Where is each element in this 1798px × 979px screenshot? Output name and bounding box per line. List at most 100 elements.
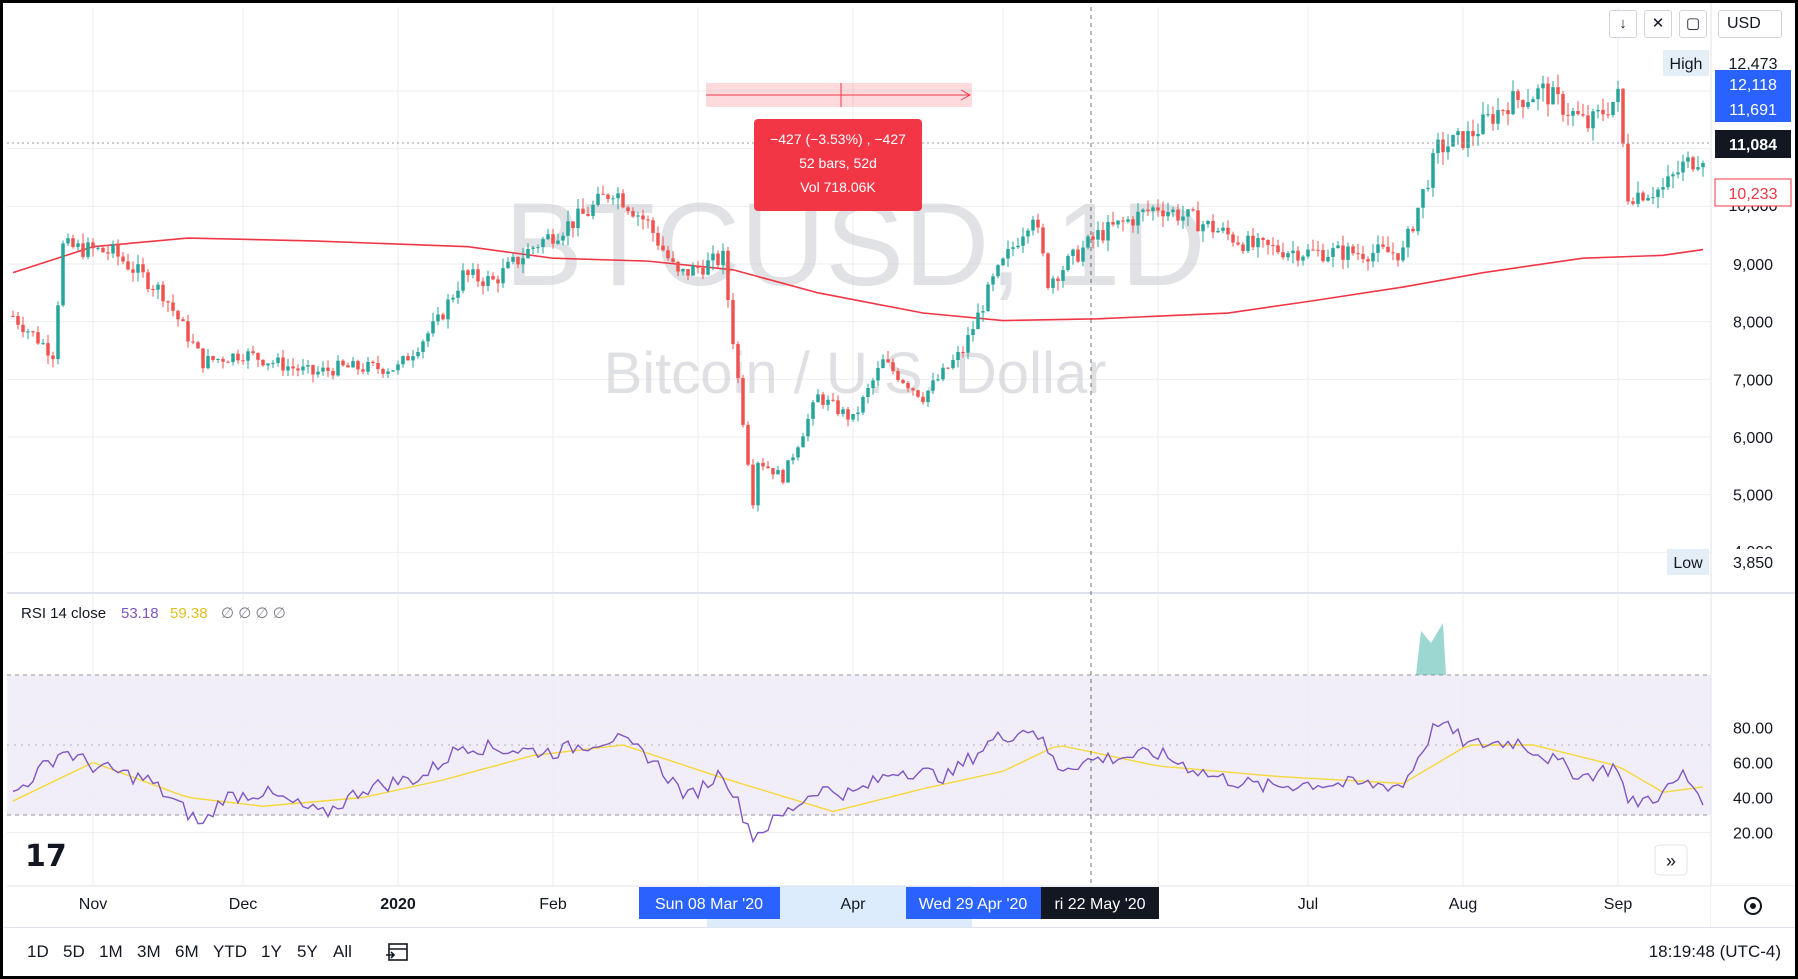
candle-body — [701, 267, 705, 275]
candle-body — [726, 250, 730, 301]
candle-body — [1396, 253, 1400, 261]
range-5d[interactable]: 5D — [63, 942, 85, 961]
candle-body — [1691, 157, 1695, 170]
rsi-line — [12, 720, 1704, 844]
candle-body — [1646, 197, 1650, 201]
candle-body — [296, 368, 300, 371]
candle-body — [26, 331, 30, 333]
candle-body — [1551, 87, 1555, 105]
candle-body — [476, 269, 480, 282]
candle-body — [741, 378, 745, 425]
candle-body — [1006, 248, 1010, 259]
time-badge-start — [639, 887, 780, 919]
candle-body — [1591, 111, 1595, 129]
candle-body — [126, 261, 130, 270]
range-3m[interactable]: 3M — [137, 942, 161, 961]
candle-body — [516, 256, 520, 265]
candle-body — [1286, 253, 1290, 258]
range-1d[interactable]: 1D — [27, 942, 49, 961]
candle-body — [1476, 133, 1480, 137]
candle-body — [266, 363, 270, 366]
candle-body — [501, 268, 505, 284]
candle-body — [1571, 111, 1575, 116]
measure-line-3: Vol 718.06K — [800, 179, 876, 195]
candle-body — [531, 247, 535, 249]
price-axis-ticks: 9,000 8,000 7,000 6,000 5,000 — [1733, 257, 1773, 505]
candle-body — [231, 353, 235, 363]
measure-tooltip: −427 (−3.53%) , −427 52 bars, 52d Vol 71… — [754, 119, 922, 211]
candle-body — [811, 402, 815, 419]
candle-body — [1471, 131, 1475, 137]
candle-body — [146, 272, 150, 290]
candle-body — [891, 362, 895, 372]
candle-body — [691, 265, 695, 276]
candle-body — [1066, 256, 1070, 271]
candle-body — [956, 351, 960, 361]
candle-body — [1186, 209, 1190, 217]
candle-body — [381, 369, 385, 374]
candle-body — [336, 360, 340, 376]
candle-body — [786, 460, 790, 483]
date-range-icon[interactable] — [385, 940, 411, 964]
candle-body — [1486, 114, 1490, 116]
high-label: High — [1670, 56, 1703, 73]
candle-body — [216, 358, 220, 360]
candle-body — [1211, 220, 1215, 233]
range-1m[interactable]: 1M — [99, 942, 123, 961]
close-button[interactable]: ✕ — [1644, 10, 1672, 38]
candle-body — [1511, 91, 1515, 115]
candle-body — [1386, 246, 1390, 253]
candle-body — [186, 321, 190, 342]
range-all[interactable]: All — [333, 942, 352, 961]
candle-body — [1356, 253, 1360, 255]
range-1y[interactable]: 1Y — [261, 942, 282, 961]
candle-body — [86, 242, 90, 257]
candle-body — [1126, 219, 1130, 222]
candle-body — [1341, 245, 1345, 260]
scroll-right-button[interactable] — [1654, 844, 1688, 876]
candle-body — [566, 221, 570, 236]
candle-body — [721, 250, 725, 266]
settings-gear-icon[interactable] — [1744, 897, 1762, 915]
candle-body — [361, 369, 365, 372]
rsi-legend-ma-value: 59.38 — [170, 605, 208, 622]
range-5y[interactable]: 5Y — [297, 942, 318, 961]
time-label-1: Dec — [229, 896, 257, 913]
candle-body — [56, 305, 60, 360]
candle-body — [1191, 209, 1195, 211]
candle-body — [416, 351, 420, 357]
candle-body — [571, 221, 575, 229]
restore-button[interactable]: ▢ — [1679, 10, 1707, 38]
candle-body — [1296, 250, 1300, 261]
candle-body — [21, 324, 25, 333]
candle-body — [1501, 110, 1505, 112]
candle-body — [221, 358, 225, 362]
candle-body — [541, 239, 545, 248]
time-label-7: Sep — [1604, 896, 1633, 913]
scroll-down-button[interactable]: ↓ — [1609, 10, 1637, 38]
candle-body — [116, 244, 120, 257]
candle-body — [666, 250, 670, 259]
range-ytd[interactable]: YTD — [213, 942, 247, 961]
candle-body — [301, 366, 305, 371]
candle-body — [986, 284, 990, 312]
candle-body — [1676, 172, 1680, 175]
candle-body — [1116, 220, 1120, 225]
candle-body — [1526, 102, 1530, 108]
candle-body — [1481, 114, 1485, 134]
currency-selector[interactable]: USD — [1718, 10, 1782, 38]
rsi-overbought-fill — [1416, 623, 1446, 675]
candle-body — [1301, 256, 1305, 261]
candle-body — [1246, 235, 1250, 252]
candle-body — [371, 361, 375, 364]
candle-body — [251, 351, 255, 354]
candle-body — [941, 367, 945, 380]
range-6m[interactable]: 6M — [175, 942, 199, 961]
candle-body — [1461, 131, 1465, 148]
candle-body — [676, 261, 680, 272]
candle-body — [1431, 153, 1435, 188]
candle-body — [1661, 187, 1665, 190]
candle-body — [1311, 249, 1315, 251]
candle-body — [1081, 247, 1085, 262]
measure-arrowhead — [960, 89, 972, 101]
